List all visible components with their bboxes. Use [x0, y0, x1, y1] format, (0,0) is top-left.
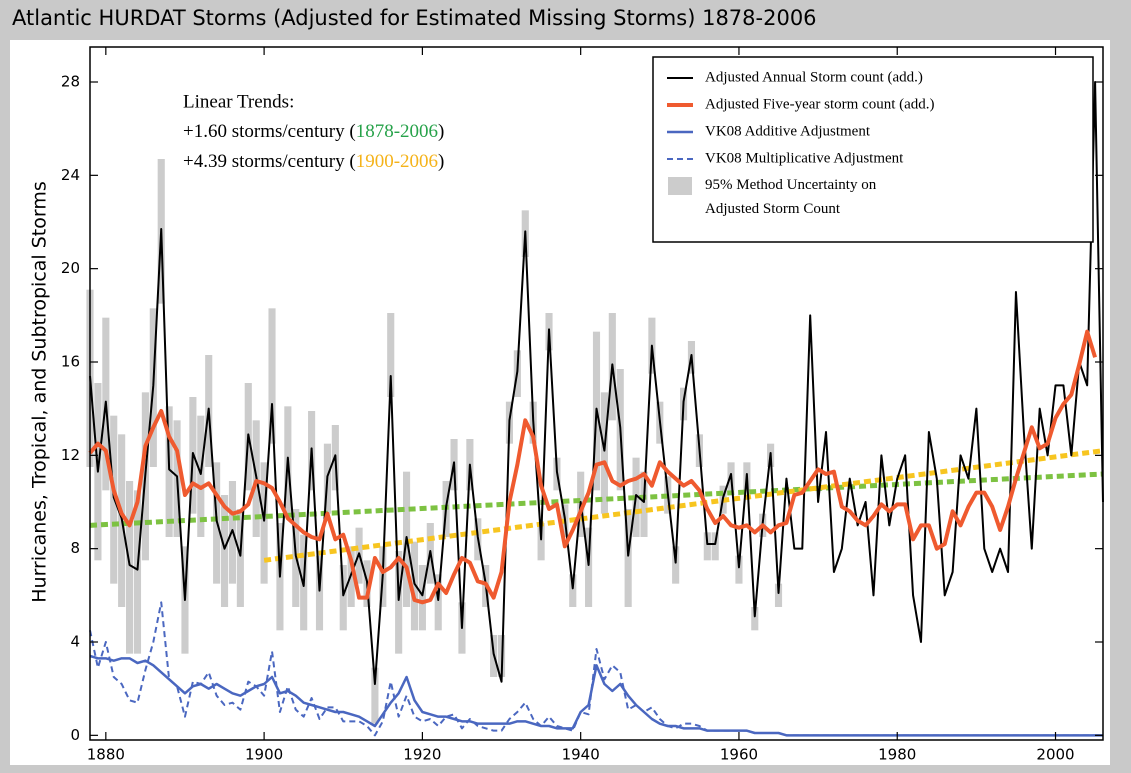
legend-marker — [668, 177, 692, 195]
annotation-text: +1.60 storms/century ( — [183, 121, 356, 142]
uncertainty-bar — [640, 471, 648, 537]
uncertainty-bar — [371, 667, 379, 724]
annotation-period: 1878-2006 — [356, 121, 438, 142]
trend-line — [89, 471, 1104, 528]
annotation-text: +4.39 storms/century ( — [183, 151, 356, 172]
uncertainty-bar — [387, 313, 395, 397]
uncertainty-bar — [236, 509, 244, 607]
uncertainty-bar — [133, 490, 142, 654]
y-tick-label: 20 — [61, 259, 80, 277]
x-tick-label: 1920 — [403, 746, 441, 764]
legend-label: VK08 Multiplicative Adjustment — [705, 150, 904, 166]
legend-label: 95% Method Uncertainty on Adjusted Storm … — [705, 177, 877, 217]
uncertainty-bar — [434, 574, 442, 631]
series-line — [89, 81, 1104, 685]
trend-line — [263, 448, 1104, 563]
uncertainty-bar — [220, 495, 229, 607]
uncertainty-bar — [585, 527, 593, 607]
x-tick-label: 1900 — [245, 746, 283, 764]
uncertainty-bar — [395, 551, 403, 654]
legend-label: VK08 Additive Adjustment — [705, 123, 871, 139]
chart-title: Atlantic HURDAT Storms (Adjusted for Est… — [12, 6, 817, 30]
y-tick-label: 16 — [61, 353, 80, 371]
uncertainty-bar — [569, 574, 577, 607]
x-tick-label: 1940 — [562, 746, 600, 764]
plot-area — [86, 81, 1104, 737]
y-axis-label: Hurricanes, Tropical, and Subtropical St… — [29, 181, 51, 603]
annotation: +4.39 storms/century (1900-2006) — [183, 151, 444, 172]
legend-label-line: 95% Method Uncertainty on — [705, 177, 877, 193]
uncertainty-bar — [600, 392, 608, 514]
y-tick-label: 24 — [61, 166, 80, 184]
y-tick-label: 12 — [61, 446, 80, 464]
uncertainty-bar — [751, 607, 759, 631]
y-tick-label: 28 — [61, 73, 80, 91]
y-tick-label: 4 — [70, 633, 80, 651]
x-tick-label: 1880 — [87, 746, 125, 764]
annotation-title: Linear Trends: — [183, 91, 294, 112]
uncertainty-bar — [624, 509, 632, 607]
uncertainty-bar — [537, 523, 545, 561]
uncertainty-bar — [165, 406, 173, 537]
uncertainty-bar — [126, 481, 134, 654]
legend-label: Adjusted Annual Storm count (add.) — [705, 69, 923, 85]
series-line — [89, 654, 1103, 737]
legend-label: Adjusted Five-year storm count (add.) — [705, 96, 935, 112]
uncertainty-bar — [268, 308, 276, 444]
uncertainty-bar — [703, 532, 711, 561]
annotation-period: 1900-2006 — [356, 151, 438, 172]
x-tick-label: 1960 — [720, 746, 758, 764]
annotation: +1.60 storms/century (1878-2006) — [183, 121, 444, 142]
uncertainty-bar — [774, 583, 783, 607]
annotation-text: ) — [438, 121, 444, 142]
uncertainty-bar — [197, 415, 205, 537]
uncertainty-bar — [339, 565, 347, 631]
series-line — [88, 329, 1098, 605]
uncertainty-bar — [735, 555, 743, 584]
uncertainty-bar — [315, 555, 324, 631]
uncertainty-bar — [418, 565, 426, 631]
legend-box — [652, 56, 1094, 243]
legend-label-line: Adjusted Storm Count — [705, 201, 841, 217]
y-tick-label: 0 — [70, 726, 80, 744]
uncertainty-bar — [260, 462, 268, 584]
uncertainty-bar — [672, 546, 680, 584]
y-tick-label: 8 — [70, 539, 80, 557]
x-tick-label: 1980 — [878, 746, 916, 764]
uncertainty-bar — [711, 532, 719, 561]
uncertainty-bar — [410, 541, 419, 631]
x-tick-label: 2000 — [1036, 746, 1074, 764]
plot-frame — [89, 46, 1104, 741]
annotation-text: ) — [438, 151, 444, 172]
